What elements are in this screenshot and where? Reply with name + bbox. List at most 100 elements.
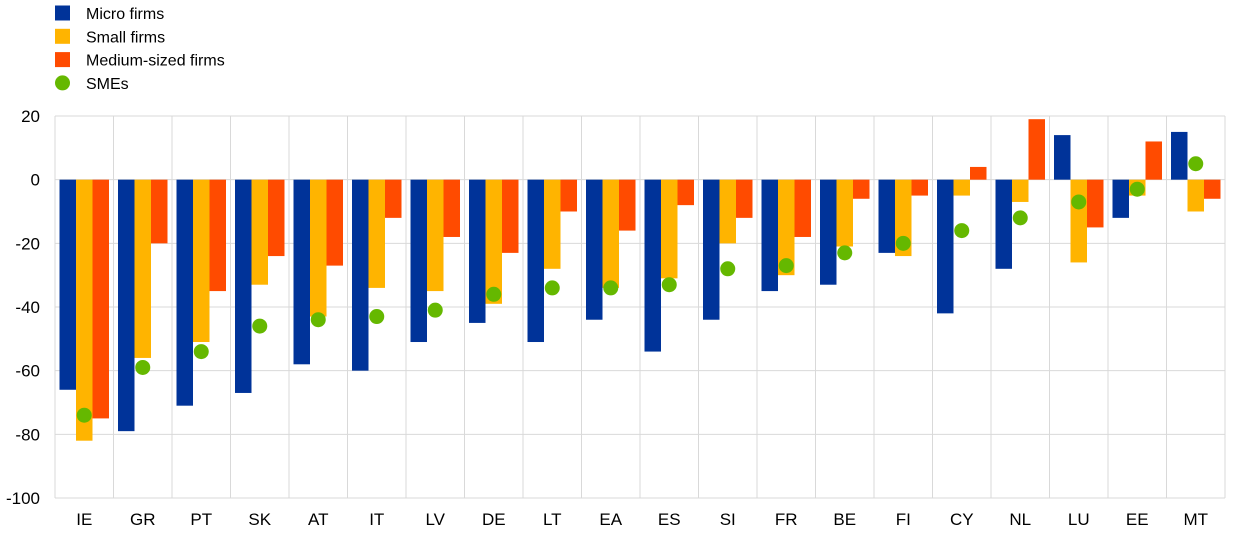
point-smes-ee	[1129, 181, 1145, 197]
bar-small-firms-fr	[778, 179, 795, 276]
bar-small-firms-sk	[251, 179, 268, 285]
y-tick-label: -80	[15, 425, 40, 444]
point-smes-lv	[427, 302, 443, 318]
bar-micro-firms-be	[820, 179, 837, 285]
y-tick-label: -20	[15, 234, 40, 253]
bar-medium-sized-firms-es	[677, 179, 694, 206]
bar-small-firms-nl	[1012, 179, 1029, 202]
bar-micro-firms-at	[293, 179, 310, 365]
bar-small-firms-si	[719, 179, 736, 244]
bar-micro-firms-fi	[878, 179, 895, 253]
bar-small-firms-it	[368, 179, 385, 288]
bar-medium-sized-firms-sk	[268, 179, 285, 257]
y-tick-label: 20	[21, 107, 40, 126]
bar-small-firms-lu	[1070, 179, 1087, 263]
legend-swatch	[55, 5, 70, 21]
x-tick-label: AT	[308, 510, 328, 529]
bar-micro-firms-lv	[410, 179, 427, 343]
point-smes-fi	[895, 235, 911, 251]
bar-micro-firms-mt	[1171, 131, 1188, 180]
bar-medium-sized-firms-at	[326, 179, 343, 266]
bar-medium-sized-firms-si	[736, 179, 753, 218]
bar-small-firms-ie	[76, 179, 93, 441]
bar-medium-sized-firms-gr	[151, 179, 168, 244]
bar-micro-firms-ea	[586, 179, 603, 320]
point-smes-sk	[252, 318, 268, 334]
point-smes-nl	[1012, 210, 1028, 226]
y-tick-label: -100	[6, 489, 40, 508]
bar-medium-sized-firms-ee	[1145, 141, 1162, 180]
legend-swatch	[55, 28, 70, 44]
bar-medium-sized-firms-de	[502, 179, 519, 253]
grid	[54, 115, 1226, 499]
point-smes-ea	[603, 280, 619, 296]
x-tick-label: PT	[190, 510, 212, 529]
x-tick-label: DE	[482, 510, 506, 529]
bar-small-firms-pt	[193, 179, 210, 343]
bar-small-firms-fi	[895, 179, 912, 257]
bar-micro-firms-nl	[995, 179, 1012, 269]
bar-medium-sized-firms-it	[385, 179, 402, 218]
bar-medium-sized-firms-pt	[209, 179, 226, 292]
point-smes-be	[837, 245, 853, 261]
bar-small-firms-de	[485, 179, 502, 304]
x-tick-label: IT	[369, 510, 384, 529]
point-smes-at	[310, 312, 326, 328]
y-axis: 20 0 -20 -40 -60 -80 -100	[6, 107, 40, 508]
bar-small-firms-cy	[953, 179, 970, 196]
y-tick-label: -40	[15, 298, 40, 317]
x-tick-label: BE	[833, 510, 856, 529]
x-tick-label: FI	[896, 510, 911, 529]
point-smes-si	[720, 261, 736, 277]
bar-micro-firms-ee	[1112, 179, 1129, 218]
point-smes-cy	[954, 223, 970, 239]
legend-label: Small firms	[86, 29, 165, 46]
bar-medium-sized-firms-mt	[1204, 179, 1221, 199]
point-smes-fr	[778, 258, 794, 274]
points	[76, 156, 1204, 423]
legend-label: Medium-sized firms	[86, 53, 225, 70]
bar-micro-firms-ie	[59, 179, 76, 390]
bar-small-firms-lt	[544, 179, 561, 269]
y-tick-label: 0	[31, 171, 40, 190]
bar-micro-firms-lt	[527, 179, 544, 343]
x-tick-label: LV	[425, 510, 445, 529]
x-tick-label: FR	[775, 510, 798, 529]
point-smes-it	[369, 309, 385, 325]
bar-small-firms-at	[310, 179, 327, 317]
x-tick-label: LU	[1068, 510, 1090, 529]
bar-micro-firms-pt	[176, 179, 193, 406]
x-tick-label: SI	[720, 510, 736, 529]
point-smes-pt	[193, 344, 209, 360]
point-smes-es	[661, 277, 677, 293]
bar-micro-firms-it	[352, 179, 369, 371]
bar-medium-sized-firms-ie	[92, 179, 109, 419]
legend-swatch	[55, 52, 70, 68]
bar-micro-firms-de	[469, 179, 486, 323]
x-tick-label: NL	[1009, 510, 1031, 529]
bar-medium-sized-firms-ea	[619, 179, 636, 231]
bar-micro-firms-gr	[118, 179, 135, 432]
x-axis: IE GR PT SK AT IT LV DE LT EA ES SI FR BE FI CY NL LU EE MT	[76, 510, 1208, 529]
bar-medium-sized-firms-be	[853, 179, 870, 199]
bar-small-firms-es	[661, 179, 678, 279]
bars	[59, 119, 1221, 441]
legend-label: Micro firms	[86, 6, 164, 23]
point-smes-de	[486, 286, 502, 302]
bar-small-firms-ea	[602, 179, 619, 288]
legend-label: SMEs	[86, 76, 129, 93]
point-smes-gr	[135, 359, 151, 375]
point-smes-lt	[544, 280, 560, 296]
bar-micro-firms-si	[703, 179, 720, 320]
x-tick-label: CY	[950, 510, 974, 529]
bar-medium-sized-firms-lu	[1087, 179, 1104, 228]
bar-small-firms-be	[836, 179, 853, 247]
x-tick-label: EA	[599, 510, 622, 529]
bar-micro-firms-es	[644, 179, 661, 352]
x-tick-label: IE	[76, 510, 92, 529]
x-tick-label: ES	[658, 510, 681, 529]
bar-medium-sized-firms-cy	[970, 166, 987, 180]
x-tick-label: GR	[130, 510, 156, 529]
legend-swatch	[55, 75, 70, 91]
